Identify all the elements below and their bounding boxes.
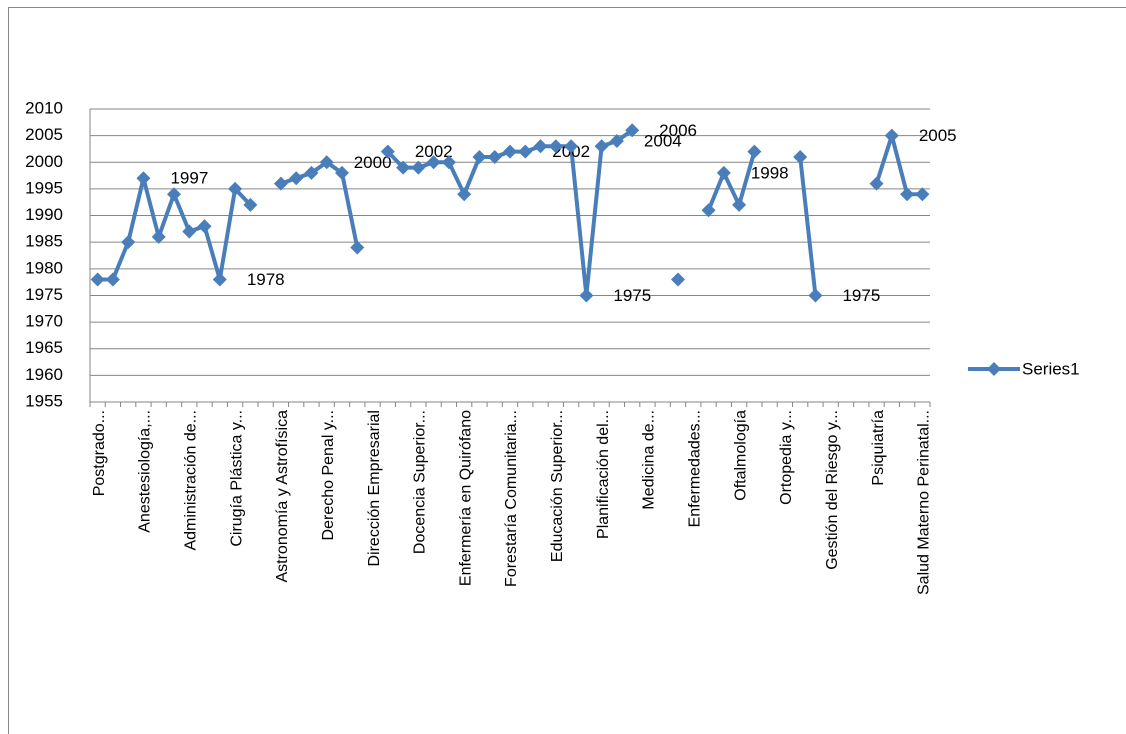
x-tick-label: Cirugía Plástica y... (228, 410, 245, 547)
y-tick-label: 1960 (25, 365, 63, 384)
y-tick-label: 1980 (25, 258, 63, 277)
x-tick-label: Psiquiatría (870, 410, 887, 486)
x-tick-label: Oftalmología (732, 410, 749, 501)
marker (884, 128, 899, 143)
x-tick-label: Planificación del... (595, 410, 612, 539)
marker (732, 197, 747, 212)
data-label: 1998 (751, 163, 789, 182)
y-tick-label: 1970 (25, 312, 63, 331)
x-tick-label: Gestión del Riesgo y... (824, 410, 841, 570)
data-label: 1997 (170, 169, 208, 188)
marker (533, 139, 548, 154)
data-label: 1975 (613, 286, 651, 305)
x-tick-label: Anestesiología,... (137, 410, 154, 533)
marker (273, 176, 288, 191)
marker (594, 139, 609, 154)
y-tick-label: 1985 (25, 232, 63, 251)
x-tick-label: Forestaría Comunitaria... (503, 410, 520, 587)
marker (121, 235, 136, 250)
legend-label: Series1 (1022, 359, 1080, 378)
y-tick-label: 1955 (25, 391, 63, 410)
marker (136, 171, 151, 186)
marker (625, 123, 640, 138)
marker (503, 144, 517, 159)
marker (609, 133, 624, 148)
marker (518, 144, 533, 159)
marker (747, 144, 762, 159)
marker (441, 155, 456, 170)
marker (793, 149, 808, 164)
x-tick-label: Derecho Penal y... (320, 410, 337, 540)
marker (716, 165, 731, 180)
marker (350, 240, 365, 255)
data-label: 1978 (247, 270, 285, 289)
marker (304, 165, 319, 180)
marker (671, 272, 685, 287)
marker (380, 144, 395, 159)
marker (472, 149, 487, 164)
marker (335, 165, 349, 180)
marker (243, 197, 258, 212)
marker (411, 160, 426, 175)
x-tick-label: Dirección Empresarial (366, 410, 383, 567)
chart-border (8, 7, 1126, 734)
data-label: 1975 (842, 286, 880, 305)
y-tick-label: 1965 (25, 338, 63, 357)
marker (869, 176, 884, 191)
marker (396, 160, 411, 175)
x-tick-label: Enfermería en Quirófano (457, 410, 474, 586)
marker (808, 288, 823, 303)
y-tick-label: 1990 (25, 205, 63, 224)
marker (167, 187, 181, 202)
marker (182, 224, 197, 239)
x-tick-label: Salud Materno Perinatal... (916, 410, 933, 595)
marker (289, 171, 304, 186)
x-tick-label: Astronomía y Astrofísica (274, 410, 291, 583)
data-label: 2004 (644, 131, 682, 150)
data-label: 2006 (659, 121, 697, 140)
marker (105, 272, 120, 287)
marker (426, 155, 441, 170)
marker (319, 155, 334, 170)
marker (915, 187, 930, 202)
data-label: 2002 (415, 142, 453, 161)
legend-marker (987, 362, 1001, 376)
marker (197, 219, 212, 234)
marker (548, 139, 563, 154)
x-tick-label: Ortopedia y... (778, 410, 795, 505)
y-tick-label: 2000 (25, 152, 63, 171)
x-tick-label: Educación Superior... (549, 410, 566, 562)
data-label: 2005 (919, 126, 957, 145)
y-tick-label: 1995 (25, 178, 63, 197)
marker (701, 203, 716, 218)
x-tick-label: Administración de... (182, 410, 199, 551)
marker (487, 149, 502, 164)
marker (457, 187, 472, 202)
y-tick-label: 2005 (25, 125, 63, 144)
y-tick-label: 1975 (25, 285, 63, 304)
marker (212, 272, 227, 287)
marker (579, 288, 594, 303)
data-label: 2000 (354, 153, 392, 172)
marker (564, 139, 579, 154)
x-tick-label: Medicina de... (641, 410, 658, 510)
marker (900, 187, 915, 202)
marker (90, 272, 105, 287)
y-tick-label: 2010 (25, 98, 63, 117)
x-tick-label: Enfermedades... (686, 410, 703, 527)
x-tick-label: Docencia Superior... (412, 410, 429, 554)
x-tick-label: Postgrado... (91, 410, 108, 496)
marker (228, 181, 243, 196)
marker (151, 229, 166, 244)
